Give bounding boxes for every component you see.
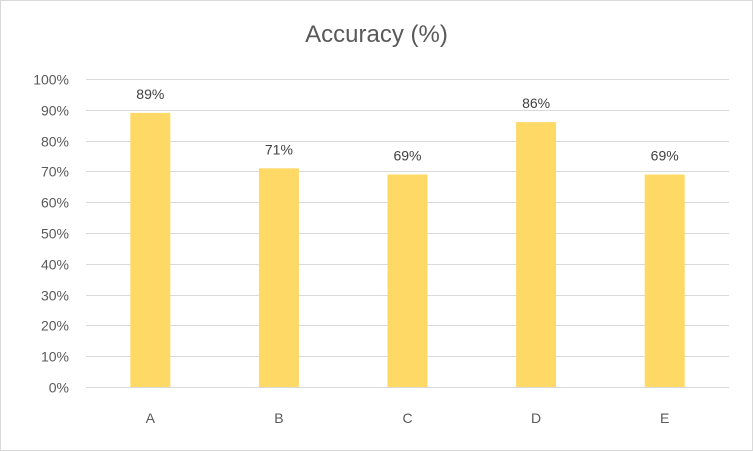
y-tick-label: 0%	[49, 380, 69, 396]
bar	[130, 112, 171, 387]
bar	[516, 122, 557, 388]
data-label: 69%	[651, 147, 679, 163]
data-label: 69%	[393, 147, 421, 163]
y-tick-label: 50%	[41, 226, 69, 242]
bar	[644, 174, 685, 387]
x-tick-label: C	[402, 410, 412, 426]
y-tick-label: 70%	[41, 164, 69, 180]
y-tick-label: 10%	[41, 349, 69, 365]
data-label: 86%	[522, 95, 550, 111]
x-tick-label: A	[146, 410, 156, 426]
y-tick-label: 80%	[41, 134, 69, 150]
y-tick-label: 20%	[41, 318, 69, 334]
bar	[258, 168, 299, 387]
y-tick-label: 90%	[41, 103, 69, 119]
y-tick-label: 60%	[41, 195, 69, 211]
bar	[387, 174, 428, 387]
y-tick-label: 100%	[33, 72, 69, 88]
data-label: 71%	[265, 141, 293, 157]
chart-title: Accuracy (%)	[305, 21, 448, 48]
data-label: 89%	[136, 86, 164, 102]
y-tick-label: 40%	[41, 257, 69, 273]
x-tick-label: D	[531, 410, 541, 426]
x-tick-label: E	[660, 410, 669, 426]
y-tick-label: 30%	[41, 288, 69, 304]
x-tick-label: B	[274, 410, 283, 426]
